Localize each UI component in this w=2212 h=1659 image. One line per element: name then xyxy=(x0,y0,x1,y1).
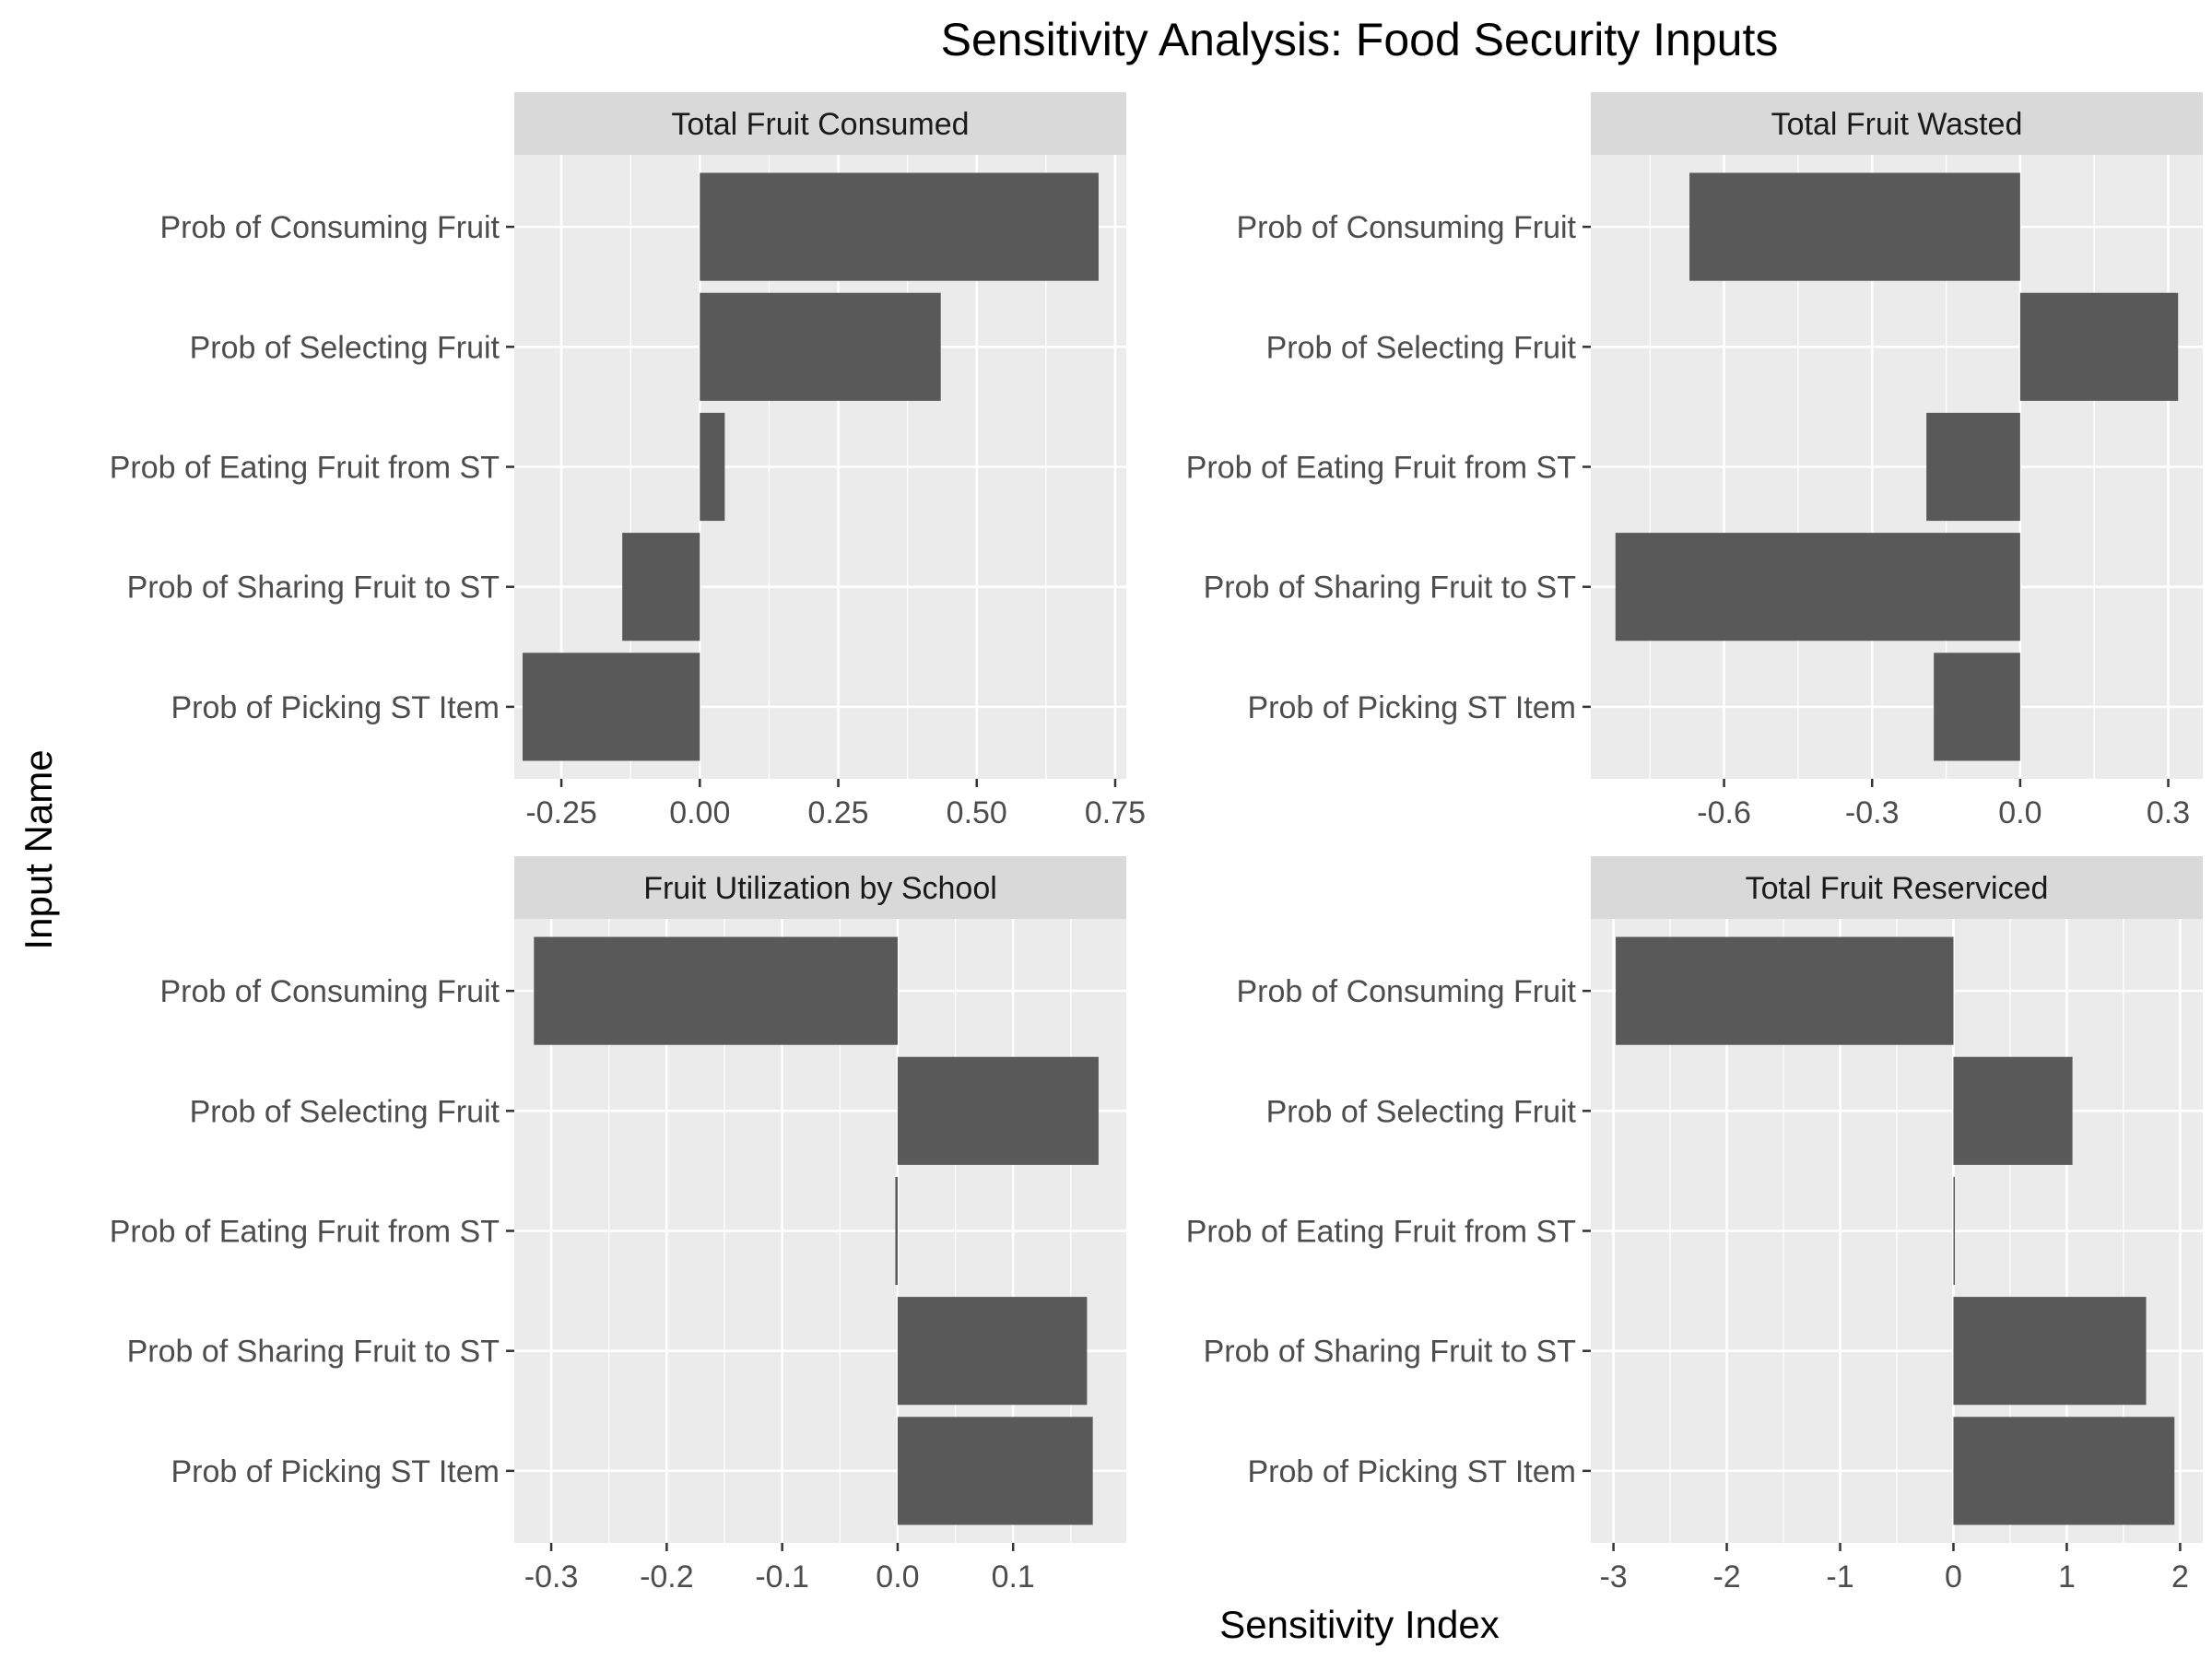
facet-panel: Total Fruit Wasted Prob of Consuming Frui… xyxy=(1186,92,2203,830)
category-label: Prob of Selecting Fruit xyxy=(1266,330,1577,365)
category-label: Prob of Selecting Fruit xyxy=(1266,1094,1577,1129)
bar xyxy=(1689,172,2020,281)
x-axis-title: Sensitivity Index xyxy=(1219,1603,1499,1646)
facet-panel: Total Fruit Reserviced Prob of Consuming … xyxy=(1186,856,2203,1594)
facet-panel: Total Fruit Consumed Prob of Consuming Fr… xyxy=(110,92,1146,830)
category-label: Prob of Picking ST Item xyxy=(1247,1454,1576,1489)
bar xyxy=(1953,1176,1955,1286)
bar xyxy=(700,292,941,401)
x-tick-label: -0.1 xyxy=(755,1559,809,1594)
x-tick-label: -0.3 xyxy=(1845,795,1900,830)
x-tick-label: 2 xyxy=(2171,1559,2189,1594)
x-tick-label: 0 xyxy=(1945,1559,1962,1594)
x-tick-label: -1 xyxy=(1826,1559,1853,1594)
category-label: Prob of Eating Fruit from ST xyxy=(1186,1215,1576,1250)
bar xyxy=(1934,653,2020,761)
category-label: Prob of Consuming Fruit xyxy=(1237,974,1577,1009)
bar xyxy=(1616,936,1954,1045)
facet-strip-label: Fruit Utilization by School xyxy=(643,871,997,906)
bar xyxy=(897,1297,1088,1406)
bar xyxy=(1953,1297,2147,1406)
category-label: Prob of Sharing Fruit to ST xyxy=(1204,1335,1576,1370)
x-tick-label: -2 xyxy=(1712,1559,1740,1594)
x-tick-label: -0.25 xyxy=(525,795,597,830)
x-tick-label: 0.3 xyxy=(2147,795,2190,830)
facet-strip-label: Total Fruit Consumed xyxy=(671,107,969,142)
facet-strip xyxy=(1591,856,2203,919)
x-tick-label: -3 xyxy=(1599,1559,1627,1594)
x-tick-label: 0.00 xyxy=(669,795,730,830)
bar xyxy=(700,412,725,522)
bar xyxy=(622,533,700,641)
category-label: Prob of Selecting Fruit xyxy=(190,1094,500,1129)
category-label: Prob of Eating Fruit from ST xyxy=(110,451,500,486)
facet-strip xyxy=(514,856,1126,919)
bar xyxy=(523,653,700,761)
bar xyxy=(534,936,898,1045)
x-tick-label: 0.0 xyxy=(1998,795,2041,830)
bar xyxy=(895,1176,898,1286)
x-tick-label: 1 xyxy=(2058,1559,2076,1594)
category-label: Prob of Consuming Fruit xyxy=(160,210,500,245)
bar xyxy=(1953,1056,2073,1165)
facet-strip xyxy=(1591,92,2203,155)
x-tick-label: 0.50 xyxy=(947,795,1007,830)
bar xyxy=(897,1417,1093,1525)
category-label: Prob of Picking ST Item xyxy=(1247,690,1576,725)
category-label: Prob of Sharing Fruit to ST xyxy=(127,1335,500,1370)
x-tick-label: 0.25 xyxy=(807,795,868,830)
category-label: Prob of Consuming Fruit xyxy=(160,974,500,1009)
x-tick-label: -0.6 xyxy=(1697,795,1751,830)
bar xyxy=(1953,1417,2175,1525)
bar xyxy=(1926,412,2020,522)
y-axis-title: Input Name xyxy=(17,749,60,949)
x-tick-label: 0.75 xyxy=(1085,795,1146,830)
x-tick-label: 0.0 xyxy=(876,1559,919,1594)
category-label: Prob of Eating Fruit from ST xyxy=(110,1215,500,1250)
x-tick-label: -0.3 xyxy=(524,1559,579,1594)
facet-panel: Fruit Utilization by School Prob of Consu… xyxy=(110,856,1126,1594)
facet-strip xyxy=(514,92,1126,155)
facet-strip-label: Total Fruit Wasted xyxy=(1771,107,2023,142)
category-label: Prob of Consuming Fruit xyxy=(1237,210,1577,245)
chart-title: Sensitivity Analysis: Food Security Inpu… xyxy=(941,14,1779,65)
category-label: Prob of Picking ST Item xyxy=(171,1454,500,1489)
facet-strip-label: Total Fruit Reserviced xyxy=(1746,871,2049,906)
x-tick-label: 0.1 xyxy=(992,1559,1035,1594)
x-tick-label: -0.2 xyxy=(640,1559,694,1594)
bar xyxy=(1615,533,2020,641)
category-label: Prob of Picking ST Item xyxy=(171,690,500,725)
facet-panels: Total Fruit Consumed Prob of Consuming Fr… xyxy=(110,92,2203,1594)
category-label: Prob of Sharing Fruit to ST xyxy=(127,571,500,606)
bar xyxy=(2019,292,2179,401)
bar xyxy=(897,1056,1099,1165)
category-label: Prob of Sharing Fruit to ST xyxy=(1204,571,1576,606)
category-label: Prob of Eating Fruit from ST xyxy=(1186,451,1576,486)
category-label: Prob of Selecting Fruit xyxy=(190,330,500,365)
bar xyxy=(700,172,1099,281)
